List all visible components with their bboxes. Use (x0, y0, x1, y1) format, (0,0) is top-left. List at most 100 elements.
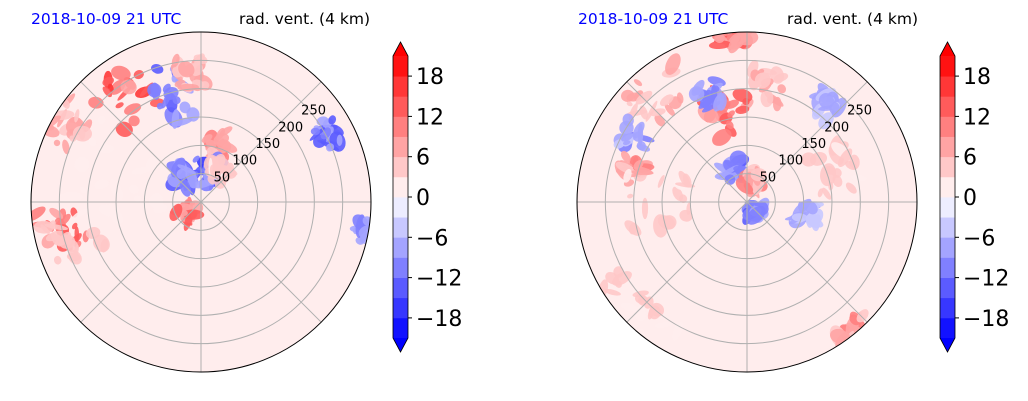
range-ring-label: 50 (760, 170, 777, 185)
field-cell (777, 84, 787, 94)
field-cell (725, 99, 739, 109)
field-cell (310, 127, 320, 136)
colorbar-tick-label: 18 (963, 65, 991, 90)
colorbar-tick-label: 12 (416, 105, 444, 130)
colorbar-bin (940, 136, 955, 158)
field-cell (111, 65, 131, 81)
field-cell (94, 179, 109, 190)
field-cell (172, 96, 181, 105)
field-cell (801, 152, 817, 167)
field-cell (708, 40, 732, 50)
panel-left-boundary (30, 31, 372, 373)
field-cell (725, 120, 734, 130)
azimuth-spoke (200, 201, 322, 323)
field-cell (622, 140, 631, 146)
field-cell (67, 249, 82, 265)
field-cell (842, 331, 851, 340)
field-cell (97, 115, 106, 125)
colorbar-tick-label: −6 (416, 226, 448, 251)
field-cell (714, 33, 725, 44)
field-cell (45, 230, 64, 242)
range-ring-label: 150 (801, 137, 826, 152)
field-cell (632, 131, 644, 142)
field-cell (688, 86, 705, 102)
field-cell (53, 139, 61, 147)
field-cell (146, 156, 159, 170)
range-ring-label: 100 (232, 154, 257, 169)
range-ring-label: 200 (824, 120, 849, 135)
range-ring-label: 250 (847, 104, 872, 119)
colorbar-extend-max (940, 42, 955, 56)
colorbar-bin (393, 76, 408, 97)
panel-right-title-right: rad. vent. (4 km) (787, 10, 918, 28)
field-cell (115, 102, 124, 109)
field-cell (74, 156, 90, 173)
field-cell (194, 53, 205, 66)
colorbar-tick-label: 0 (963, 186, 977, 211)
colorbar-bin (393, 317, 408, 339)
colorbar-outline (392, 41, 409, 353)
colorbar-bin (393, 96, 408, 117)
field-cell (213, 153, 226, 169)
field-cell (657, 215, 675, 230)
colorbar-bin (940, 116, 955, 137)
field-cell (621, 132, 634, 142)
field-cell (169, 203, 183, 221)
colorbar-bin (940, 297, 955, 319)
field-cell (727, 110, 736, 118)
azimuth-spoke (746, 201, 868, 323)
field-cell (633, 79, 643, 87)
colorbar-bin (940, 96, 955, 117)
field-cell (636, 141, 646, 151)
field-cell (177, 164, 197, 175)
field-cell (65, 239, 79, 253)
field-cell (624, 220, 642, 236)
field-cell (88, 96, 104, 109)
range-ring-label: 50 (214, 170, 231, 185)
colorbar-bin (393, 277, 408, 299)
field-cell (760, 89, 774, 108)
field-cell (31, 206, 46, 222)
field-cell (171, 53, 180, 68)
colorbar-bin (393, 116, 408, 137)
field-cell (110, 209, 123, 225)
colorbar-tick-label: 12 (963, 105, 991, 130)
field-cell (128, 184, 139, 194)
field-cell (150, 82, 161, 100)
panel-left-colorbar-ticks: −18 −12 −6 0 6 12 18 (416, 65, 462, 332)
azimuth-spoke (200, 81, 322, 203)
field-cell (216, 140, 238, 153)
panel-right-colorbar-ticks: −18 −12 −6 0 6 12 18 (963, 65, 1009, 332)
colorbar-bin (393, 156, 408, 178)
field-cell (161, 91, 172, 109)
field-cell (316, 116, 329, 126)
panel-left-ring-labels: 50 100 150 200 250 (214, 104, 326, 186)
field-cell (612, 271, 632, 286)
range-ring-label: 200 (278, 120, 303, 135)
azimuth-spoke (80, 201, 202, 323)
azimuth-spoke (626, 201, 748, 323)
field-cell (682, 173, 692, 188)
field-cell (88, 137, 97, 147)
field-cell (80, 186, 87, 194)
field-cell (746, 205, 766, 225)
range-ring-label: 100 (778, 154, 803, 169)
field-cell (818, 93, 835, 109)
field-cell (650, 302, 665, 317)
colorbar-bin (940, 217, 955, 238)
field-cell (620, 150, 631, 163)
field-cell (641, 197, 649, 220)
colorbar-bin (393, 217, 408, 238)
field-cell (850, 174, 867, 182)
colorbar-tick-label: 0 (416, 186, 430, 211)
panel-left-grid (31, 32, 371, 372)
colorbar-bin (393, 197, 408, 218)
colorbar-bin (940, 257, 955, 278)
field-cell (133, 195, 142, 202)
field-cell (74, 109, 80, 123)
field-cell (623, 168, 632, 183)
field-cell (698, 95, 718, 109)
field-cell (170, 157, 186, 178)
field-cell (659, 94, 674, 107)
field-cell (148, 193, 164, 209)
